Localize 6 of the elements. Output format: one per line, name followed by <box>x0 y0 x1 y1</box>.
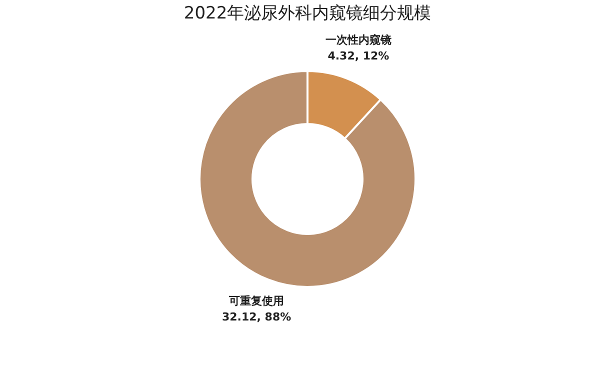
data-label: 4.32, 12% <box>328 50 390 63</box>
data-label: 32.12, 88% <box>222 310 292 324</box>
slice-label: 一次性内窥镜 <box>325 34 392 47</box>
donut-slice <box>198 70 416 288</box>
chart-title: 2022年泌尿外科内窥镜细分规模 <box>184 4 432 24</box>
slice-label: 可重复使用 <box>228 294 284 308</box>
